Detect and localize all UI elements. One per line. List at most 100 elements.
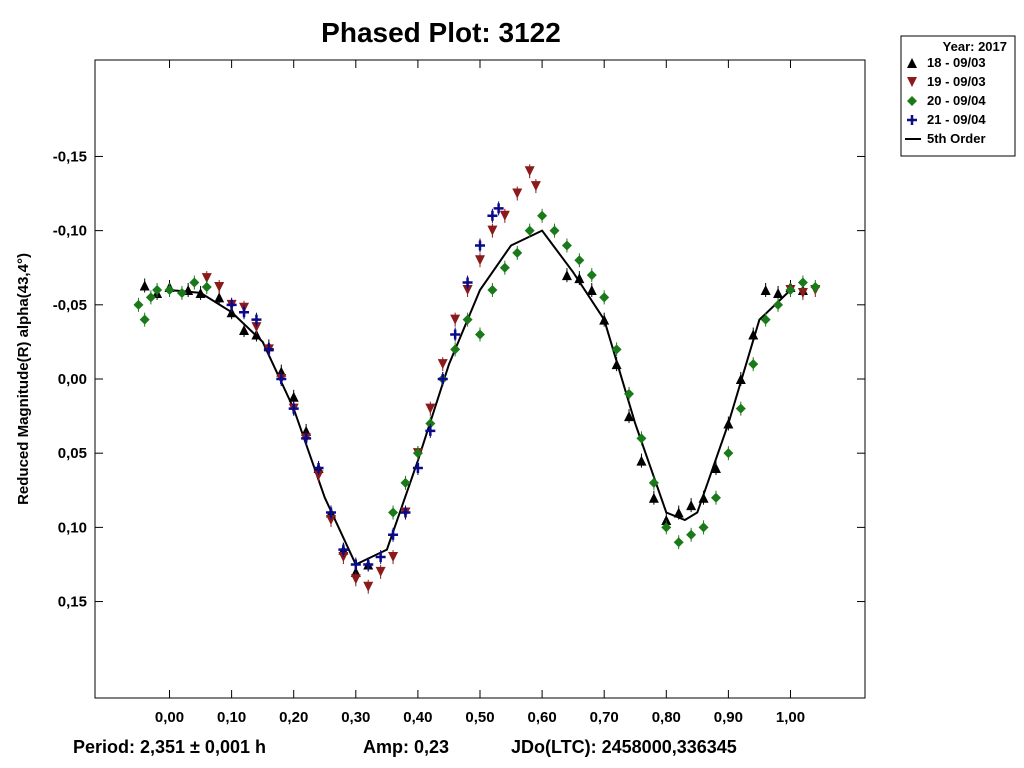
data-point [797,287,808,298]
data-point [475,329,485,340]
data-point [133,299,144,310]
series-3 [133,208,821,550]
data-point [325,514,336,525]
data-point [195,287,206,298]
data-point [226,299,237,310]
data-point [375,566,386,577]
jdo-text: JDo(LTC): 2458000,336345 [511,737,737,757]
y-tick-label: -0,05 [53,297,87,314]
data-point [686,500,697,511]
data-point [499,210,510,221]
data-point [475,240,485,251]
data-point [201,282,212,293]
data-point [599,292,610,303]
data-point [599,314,610,325]
data-point [748,359,759,370]
data-point [710,463,721,474]
data-point [698,522,709,533]
data-point [797,277,808,288]
data-point [437,359,448,370]
data-point [462,314,473,325]
data-point [239,325,250,336]
data-point [462,284,473,295]
legend-label: 5th Order [927,131,986,146]
data-point [475,255,485,266]
x-tick-label: 0,10 [217,709,246,726]
data-point [785,284,796,295]
data-point [723,448,734,459]
data-point [549,225,560,236]
data-point [152,284,163,295]
data-point [338,552,349,563]
data-point [773,287,784,298]
legend-marker [907,115,917,125]
data-point [450,329,461,340]
data-point [412,448,423,459]
data-point [201,273,212,284]
data-point [350,559,361,570]
data-point [710,492,721,503]
y-tick-label: -0,10 [53,223,87,240]
data-point [648,477,659,488]
x-tick-label: 0,70 [590,709,619,726]
data-point [586,284,597,295]
data-point [636,433,647,444]
data-point [537,210,548,221]
data-point [313,470,324,481]
x-tick-label: 1,00 [776,709,805,726]
data-point [686,529,697,540]
data-point [760,284,771,295]
data-point [561,240,572,251]
data-point [338,544,349,555]
y-tick-label: -0,15 [53,148,87,165]
data-point [624,388,635,399]
data-point [276,374,287,384]
legend-label: 19 - 09/03 [927,74,986,89]
data-point [574,255,585,266]
data-point [810,282,821,293]
x-tick-label: 0,30 [341,709,370,726]
fit-curve-layer [169,229,792,566]
plot-frame [94,59,866,699]
x-tick-label: 0,40 [403,709,432,726]
legend-marker [907,96,917,106]
data-point [499,262,510,273]
series-2 [201,164,821,594]
y-tick-label: 0,15 [58,594,87,611]
data-point [524,225,535,236]
legend-marker [907,58,917,68]
data-point [139,280,150,291]
data-point [611,359,622,370]
data-point [450,344,461,355]
data-point [698,492,709,503]
data-point [350,574,361,585]
x-tick-label: 0,20 [279,709,308,726]
data-point [412,463,423,474]
data-point [512,247,523,258]
data-point [450,314,461,325]
data-point [251,329,262,340]
x-tick-label: 0,50 [465,709,494,726]
legend-label: 20 - 09/04 [927,93,986,108]
data-point [251,314,262,325]
data-point [375,552,386,563]
data-point [487,284,498,295]
data-point [189,277,200,288]
y-axis-label: Reduced Magnitude(R) alpha(43,4°) [15,253,32,505]
data-point [735,403,746,414]
data-point [561,270,572,281]
series-4 [226,201,504,572]
data-point [624,411,635,422]
data-point [363,559,374,570]
data-point [487,210,498,221]
chart-title: Phased Plot: 3122 [321,17,561,48]
y-tick-label: 0,10 [58,519,87,536]
data-point [325,507,336,518]
data-point [723,418,734,429]
data-point [164,284,175,295]
data-point [363,581,374,592]
data-point [773,299,784,310]
y-tick-label: 0,00 [58,371,87,388]
data-point [748,329,759,340]
